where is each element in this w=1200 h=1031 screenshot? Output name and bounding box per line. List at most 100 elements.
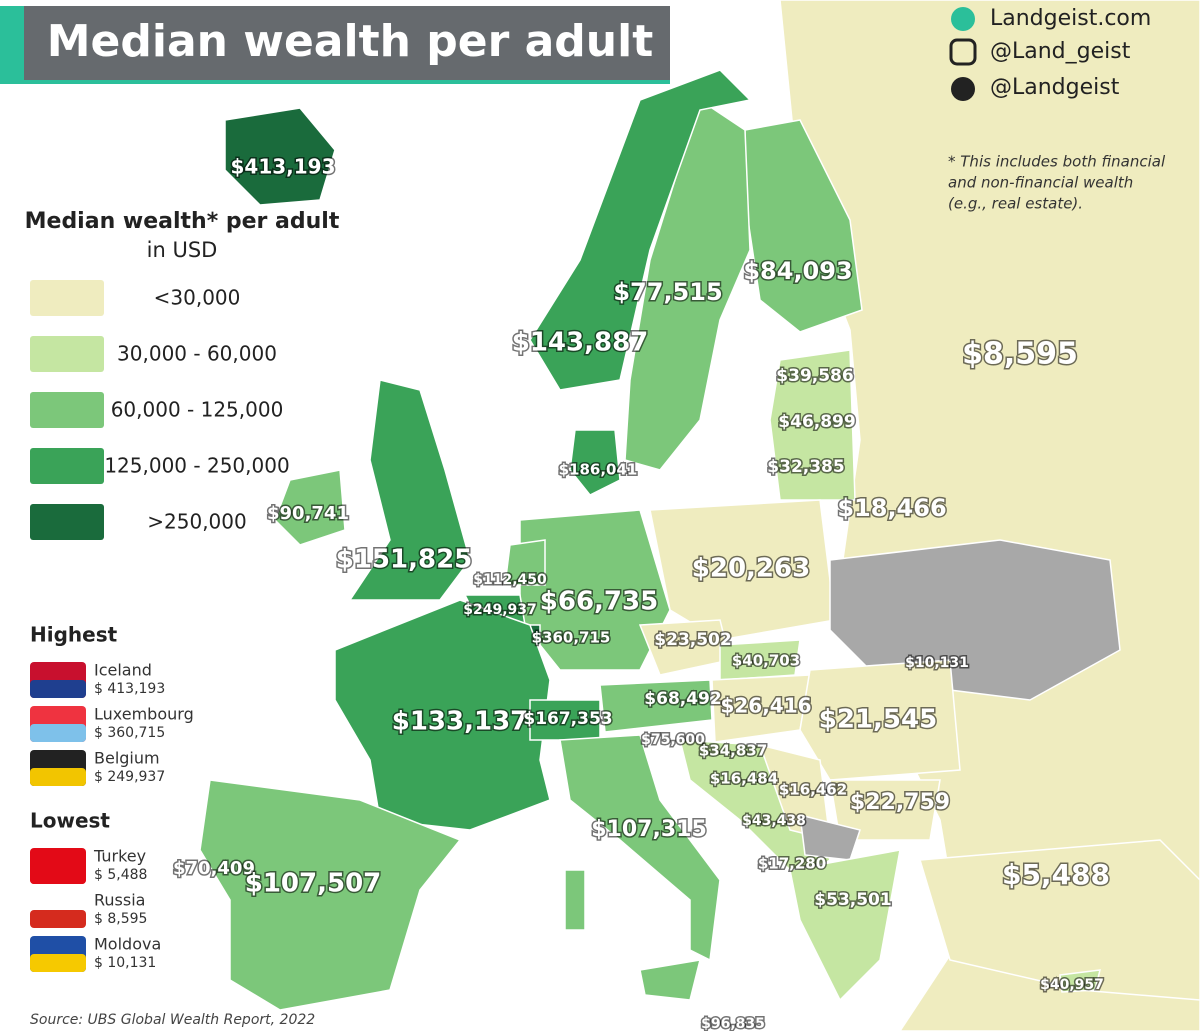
country-value-label: $133,137 [392,707,529,737]
flag-stripe [30,768,86,786]
sweden [624,98,751,471]
legend-subtitle: in USD [147,238,218,262]
twitter-icon [951,77,975,101]
flag-stripe [30,954,86,972]
country-value-label: $16,462 [779,781,847,799]
country-value-label: $17,280 [758,855,826,873]
rank-value: $ 10,131 [94,955,156,971]
legend-swatch [30,504,104,540]
country-value-label: $112,450 [473,572,547,588]
map [199,0,1200,1031]
country-value-label: $66,735 [540,587,658,617]
cyprus [1059,969,1101,993]
uk [348,379,471,601]
rank-country: Luxembourg [94,705,194,724]
country-value-label: $68,492 [644,689,721,709]
greece [789,849,901,1002]
title: Median wealth per adult [47,16,653,67]
country-value-label: $249,937 [463,602,537,618]
legend-swatch [30,448,104,484]
legend-label: >250,000 [147,510,246,534]
social-instagram: @Land_geist [990,39,1131,64]
sicily [639,959,702,1001]
country-value-label: $18,466 [837,494,946,522]
austria [599,679,713,733]
country-value-label: $23,502 [654,630,731,650]
value-labels: $413,193 $77,515 $84,093 $143,887 $8,595 $39,… [172,153,1112,1031]
social-web: Landgeist.com [990,6,1151,31]
rank-value: $ 249,937 [94,769,165,785]
legend-label: 30,000 - 60,000 [117,342,277,366]
turkey [919,839,1200,1001]
note-line: and non-financial wealth [948,174,1133,192]
rank-value: $ 8,595 [94,911,147,927]
country-value-label: $90,741 [267,503,349,524]
country-value-label: $32,385 [767,457,844,477]
country-value-label: $40,703 [732,652,800,670]
country-value-label: $167,353 [523,709,612,729]
flag-stripe [30,866,86,884]
title-accent [0,6,24,80]
ukraine [829,539,1121,701]
legend-label: <30,000 [154,286,241,310]
poland [649,499,836,641]
country-value-label: $70,409 [173,858,255,879]
rankings: Highest Iceland$ 413,193 Luxembourg$ 360,7… [30,623,194,972]
country-value-label: $107,315 [591,817,707,842]
source: Source: UBS Global Wealth Report, 2022 [30,1012,315,1028]
rank-value: $ 5,488 [94,867,147,883]
legend-label: 125,000 - 250,000 [104,454,289,478]
spain-portugal [199,779,462,1011]
rank-heading: Highest [30,623,118,647]
country-value-label: $75,600 [641,732,705,748]
country-value-label: $16,484 [710,770,778,788]
country-value-label: $8,595 [962,337,1078,372]
country-value-label: $360,715 [532,629,611,647]
netherlands [504,539,546,586]
rank-value: $ 413,193 [94,681,165,697]
country-value-label: $143,887 [512,328,649,358]
ireland [274,469,346,546]
rank-country: Russia [94,891,145,910]
country-value-label: $10,131 [905,655,969,671]
note-line: (e.g., real estate). [948,195,1083,213]
country-value-label: $107,507 [245,869,382,899]
iceland [224,107,336,206]
legend-swatch [30,336,104,372]
country-value-label: $43,438 [742,813,806,829]
web-icon [951,7,975,31]
sardinia [564,869,586,931]
norway [529,69,752,391]
country-value-label: $77,515 [613,278,722,306]
country-value-label: $22,759 [850,790,950,815]
flag-stripe [30,910,86,928]
country-value-label: $46,899 [778,412,855,432]
country-value-label: $413,193 [230,155,335,179]
social-twitter: @Landgeist [990,75,1120,100]
country-value-label: $5,488 [1002,858,1110,891]
bulgaria [829,779,941,841]
flag-stripe [30,680,86,698]
title-banner [0,6,670,80]
note-line: * This includes both financial [948,153,1166,171]
title-underline [0,80,670,84]
rank-value: $ 360,715 [94,725,165,741]
legend-swatch [30,392,104,428]
country-value-label: $186,041 [559,461,638,479]
rank-heading: Lowest [30,809,110,833]
rank-country: Moldova [94,935,161,954]
country-value-label: $40,957 [1040,977,1104,993]
legend-swatch [30,280,104,316]
flag-stripe [30,724,86,742]
rank-country: Belgium [94,749,160,768]
denmark [569,429,621,496]
country-value-label: $96,835 [701,1016,765,1031]
legend-title: Median wealth* per adult [25,209,340,234]
france [334,599,551,831]
legend: <30,000 30,000 - 60,000 60,000 - 125,000 12… [30,280,290,540]
country-value-label: $53,501 [814,890,891,910]
country-value-label: $151,825 [336,545,473,575]
country-value-label: $39,586 [776,366,853,386]
slovakia [719,639,801,681]
